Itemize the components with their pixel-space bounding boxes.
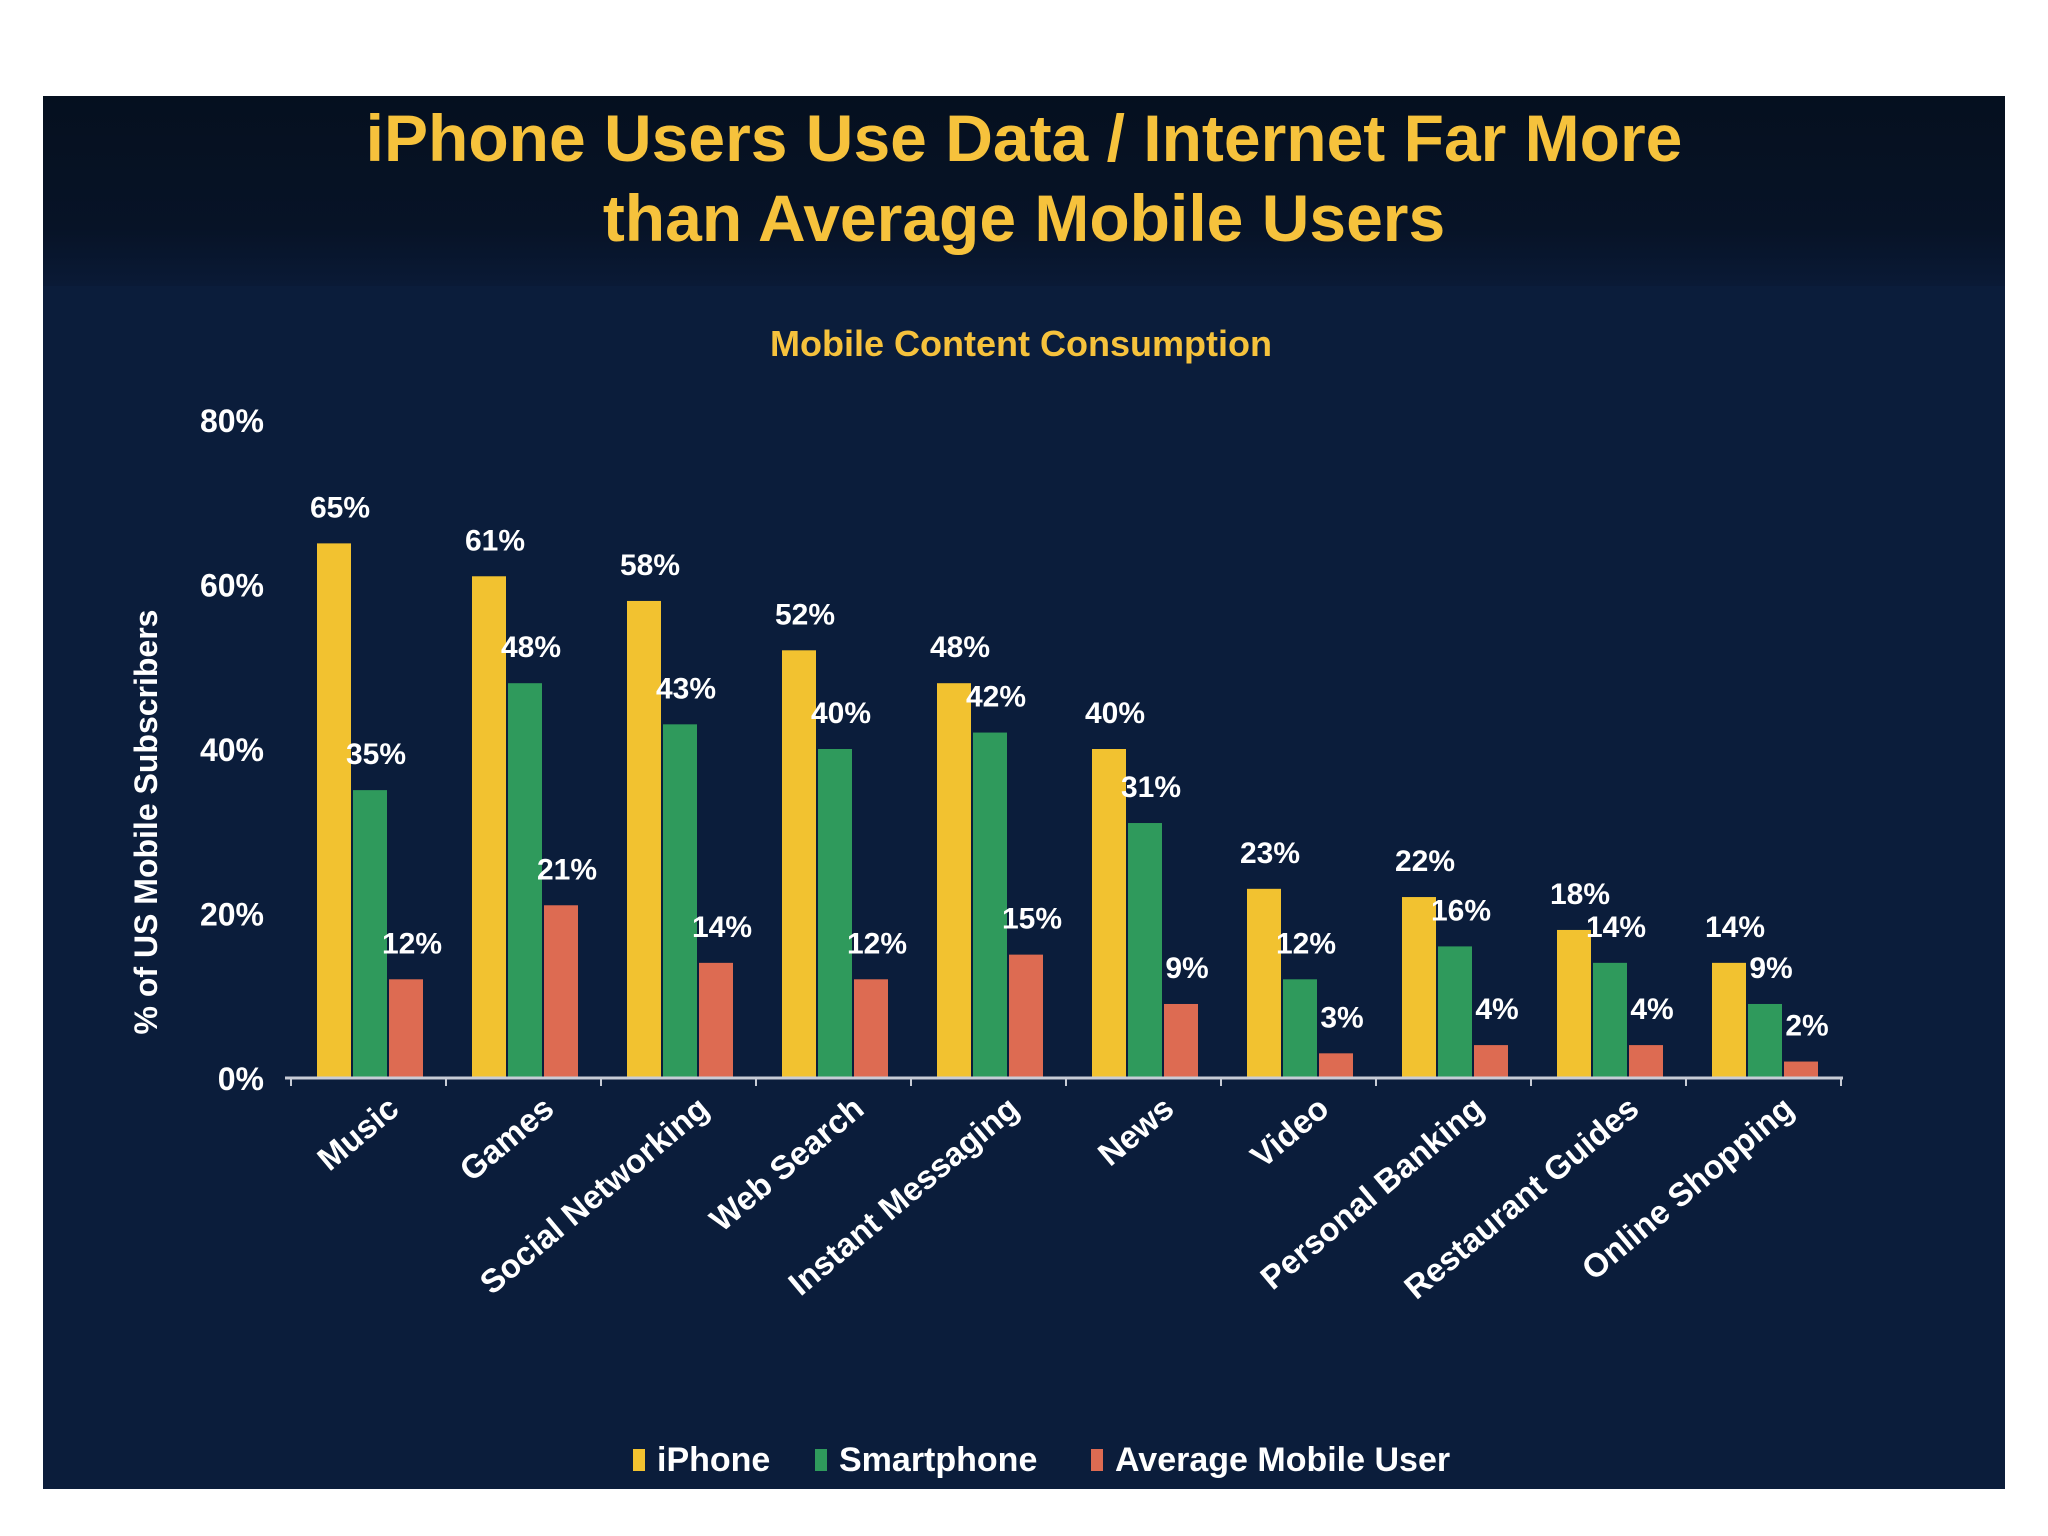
bar-smartphone bbox=[1128, 823, 1162, 1078]
x-category-label: Music bbox=[310, 1089, 405, 1177]
bar-average-mobile-user bbox=[1474, 1045, 1508, 1078]
data-label-average-mobile-user: 4% bbox=[1630, 993, 1673, 1026]
x-category-label: Games bbox=[452, 1089, 560, 1188]
bar-data-labels: 65%61%58%52%48%40%23% 22%18%14%35%48%43%4… bbox=[310, 491, 1829, 1042]
data-label-average-mobile-user: 9% bbox=[1165, 952, 1208, 985]
x-category-label: Video bbox=[1243, 1089, 1335, 1175]
data-label-smartphone: 16% bbox=[1431, 894, 1491, 927]
data-label-smartphone: 40% bbox=[811, 697, 871, 730]
bar-iphone bbox=[627, 600, 661, 1078]
bar-smartphone bbox=[1283, 979, 1317, 1078]
bar-iphone bbox=[937, 683, 971, 1078]
data-label-average-mobile-user: 3% bbox=[1320, 1001, 1363, 1034]
data-label-average-mobile-user: 2% bbox=[1785, 1010, 1828, 1043]
bar-iphone bbox=[317, 543, 351, 1078]
x-category-label: Web Search bbox=[702, 1089, 870, 1238]
data-label-smartphone: 12% bbox=[1276, 927, 1336, 960]
legend-label-iphone: iPhone bbox=[657, 1441, 770, 1479]
bar-average-mobile-user bbox=[1784, 1061, 1818, 1078]
bar-smartphone bbox=[663, 724, 697, 1078]
data-label-smartphone: 43% bbox=[656, 672, 716, 705]
y-tick-label: 40% bbox=[200, 732, 264, 768]
legend-label-average-mobile-user: Average Mobile User bbox=[1115, 1441, 1450, 1479]
data-label-smartphone: 35% bbox=[346, 738, 406, 771]
bar-smartphone bbox=[1438, 946, 1472, 1078]
data-label-smartphone: 14% bbox=[1586, 911, 1646, 944]
bar-iphone bbox=[1712, 962, 1746, 1078]
data-label-smartphone: 9% bbox=[1749, 952, 1792, 985]
bar-smartphone bbox=[1748, 1003, 1782, 1078]
bar-smartphone bbox=[818, 749, 852, 1078]
slide-title: iPhone Users Use Data / Internet Far Mor… bbox=[43, 98, 2005, 258]
data-label-average-mobile-user: 12% bbox=[847, 927, 907, 960]
data-label-iphone: 61% bbox=[465, 524, 525, 557]
legend: iPhone Smartphone Average Mobile User bbox=[633, 1441, 1450, 1479]
x-category-label: News bbox=[1091, 1089, 1181, 1173]
x-axis-ticks bbox=[290, 1078, 1842, 1086]
data-label-iphone: 14% bbox=[1705, 911, 1765, 944]
legend-label-smartphone: Smartphone bbox=[839, 1441, 1037, 1479]
bar-iphone bbox=[1247, 888, 1281, 1078]
bar-iphone bbox=[1402, 897, 1436, 1078]
data-label-iphone: 52% bbox=[775, 598, 835, 631]
data-label-iphone: 23% bbox=[1240, 837, 1300, 870]
bar-average-mobile-user bbox=[699, 962, 733, 1078]
bar-average-mobile-user bbox=[1629, 1045, 1663, 1078]
bar-chart: Mobile Content Consumption % of US Mobil… bbox=[128, 323, 1843, 1479]
chart-title: Mobile Content Consumption bbox=[770, 323, 1272, 364]
y-tick-label: 20% bbox=[200, 897, 264, 933]
slide-title-line2: than Average Mobile Users bbox=[602, 181, 1446, 255]
y-axis-label: % of US Mobile Subscribers bbox=[128, 610, 164, 1035]
bar-average-mobile-user bbox=[1164, 1003, 1198, 1078]
bar-average-mobile-user bbox=[1319, 1053, 1353, 1078]
data-label-average-mobile-user: 15% bbox=[1002, 903, 1062, 936]
bar-average-mobile-user bbox=[854, 979, 888, 1078]
slide-header: iPhone Users Use Data / Internet Far Mor… bbox=[43, 96, 2005, 286]
bar-iphone bbox=[1092, 749, 1126, 1078]
bar-smartphone bbox=[1593, 962, 1627, 1078]
slide-title-line1: iPhone Users Use Data / Internet Far Mor… bbox=[365, 101, 1683, 175]
bar-smartphone bbox=[973, 732, 1007, 1078]
legend-swatch-iphone bbox=[633, 1449, 645, 1471]
slide: iPhone Users Use Data / Internet Far Mor… bbox=[43, 96, 2005, 1489]
bar-average-mobile-user bbox=[1009, 954, 1043, 1078]
legend-swatch-smartphone bbox=[815, 1449, 827, 1471]
y-axis-ticks: 0% 20% 40% 60% 80% bbox=[200, 403, 264, 1097]
data-label-average-mobile-user: 14% bbox=[692, 911, 752, 944]
data-label-iphone: 65% bbox=[310, 491, 370, 524]
bar-average-mobile-user bbox=[544, 905, 578, 1078]
data-label-average-mobile-user: 21% bbox=[537, 853, 597, 886]
bar-smartphone bbox=[353, 790, 387, 1078]
data-label-iphone: 58% bbox=[620, 549, 680, 582]
y-tick-label: 60% bbox=[200, 568, 264, 604]
bar-smartphone bbox=[508, 683, 542, 1078]
data-label-smartphone: 31% bbox=[1121, 771, 1181, 804]
data-label-iphone: 48% bbox=[930, 631, 990, 664]
bar-iphone bbox=[1557, 929, 1591, 1078]
data-label-iphone: 40% bbox=[1085, 697, 1145, 730]
data-label-smartphone: 42% bbox=[966, 681, 1026, 714]
legend-swatch-average-mobile-user bbox=[1091, 1449, 1103, 1471]
bar-iphone bbox=[472, 576, 506, 1078]
data-label-iphone: 22% bbox=[1395, 845, 1455, 878]
y-tick-label: 0% bbox=[218, 1061, 264, 1097]
bars bbox=[317, 543, 1818, 1078]
y-tick-label: 80% bbox=[200, 403, 264, 439]
data-label-smartphone: 48% bbox=[501, 631, 561, 664]
bar-iphone bbox=[782, 650, 816, 1078]
data-label-average-mobile-user: 4% bbox=[1475, 993, 1518, 1026]
data-label-iphone: 18% bbox=[1550, 878, 1610, 911]
bar-average-mobile-user bbox=[389, 979, 423, 1078]
data-label-average-mobile-user: 12% bbox=[382, 927, 442, 960]
